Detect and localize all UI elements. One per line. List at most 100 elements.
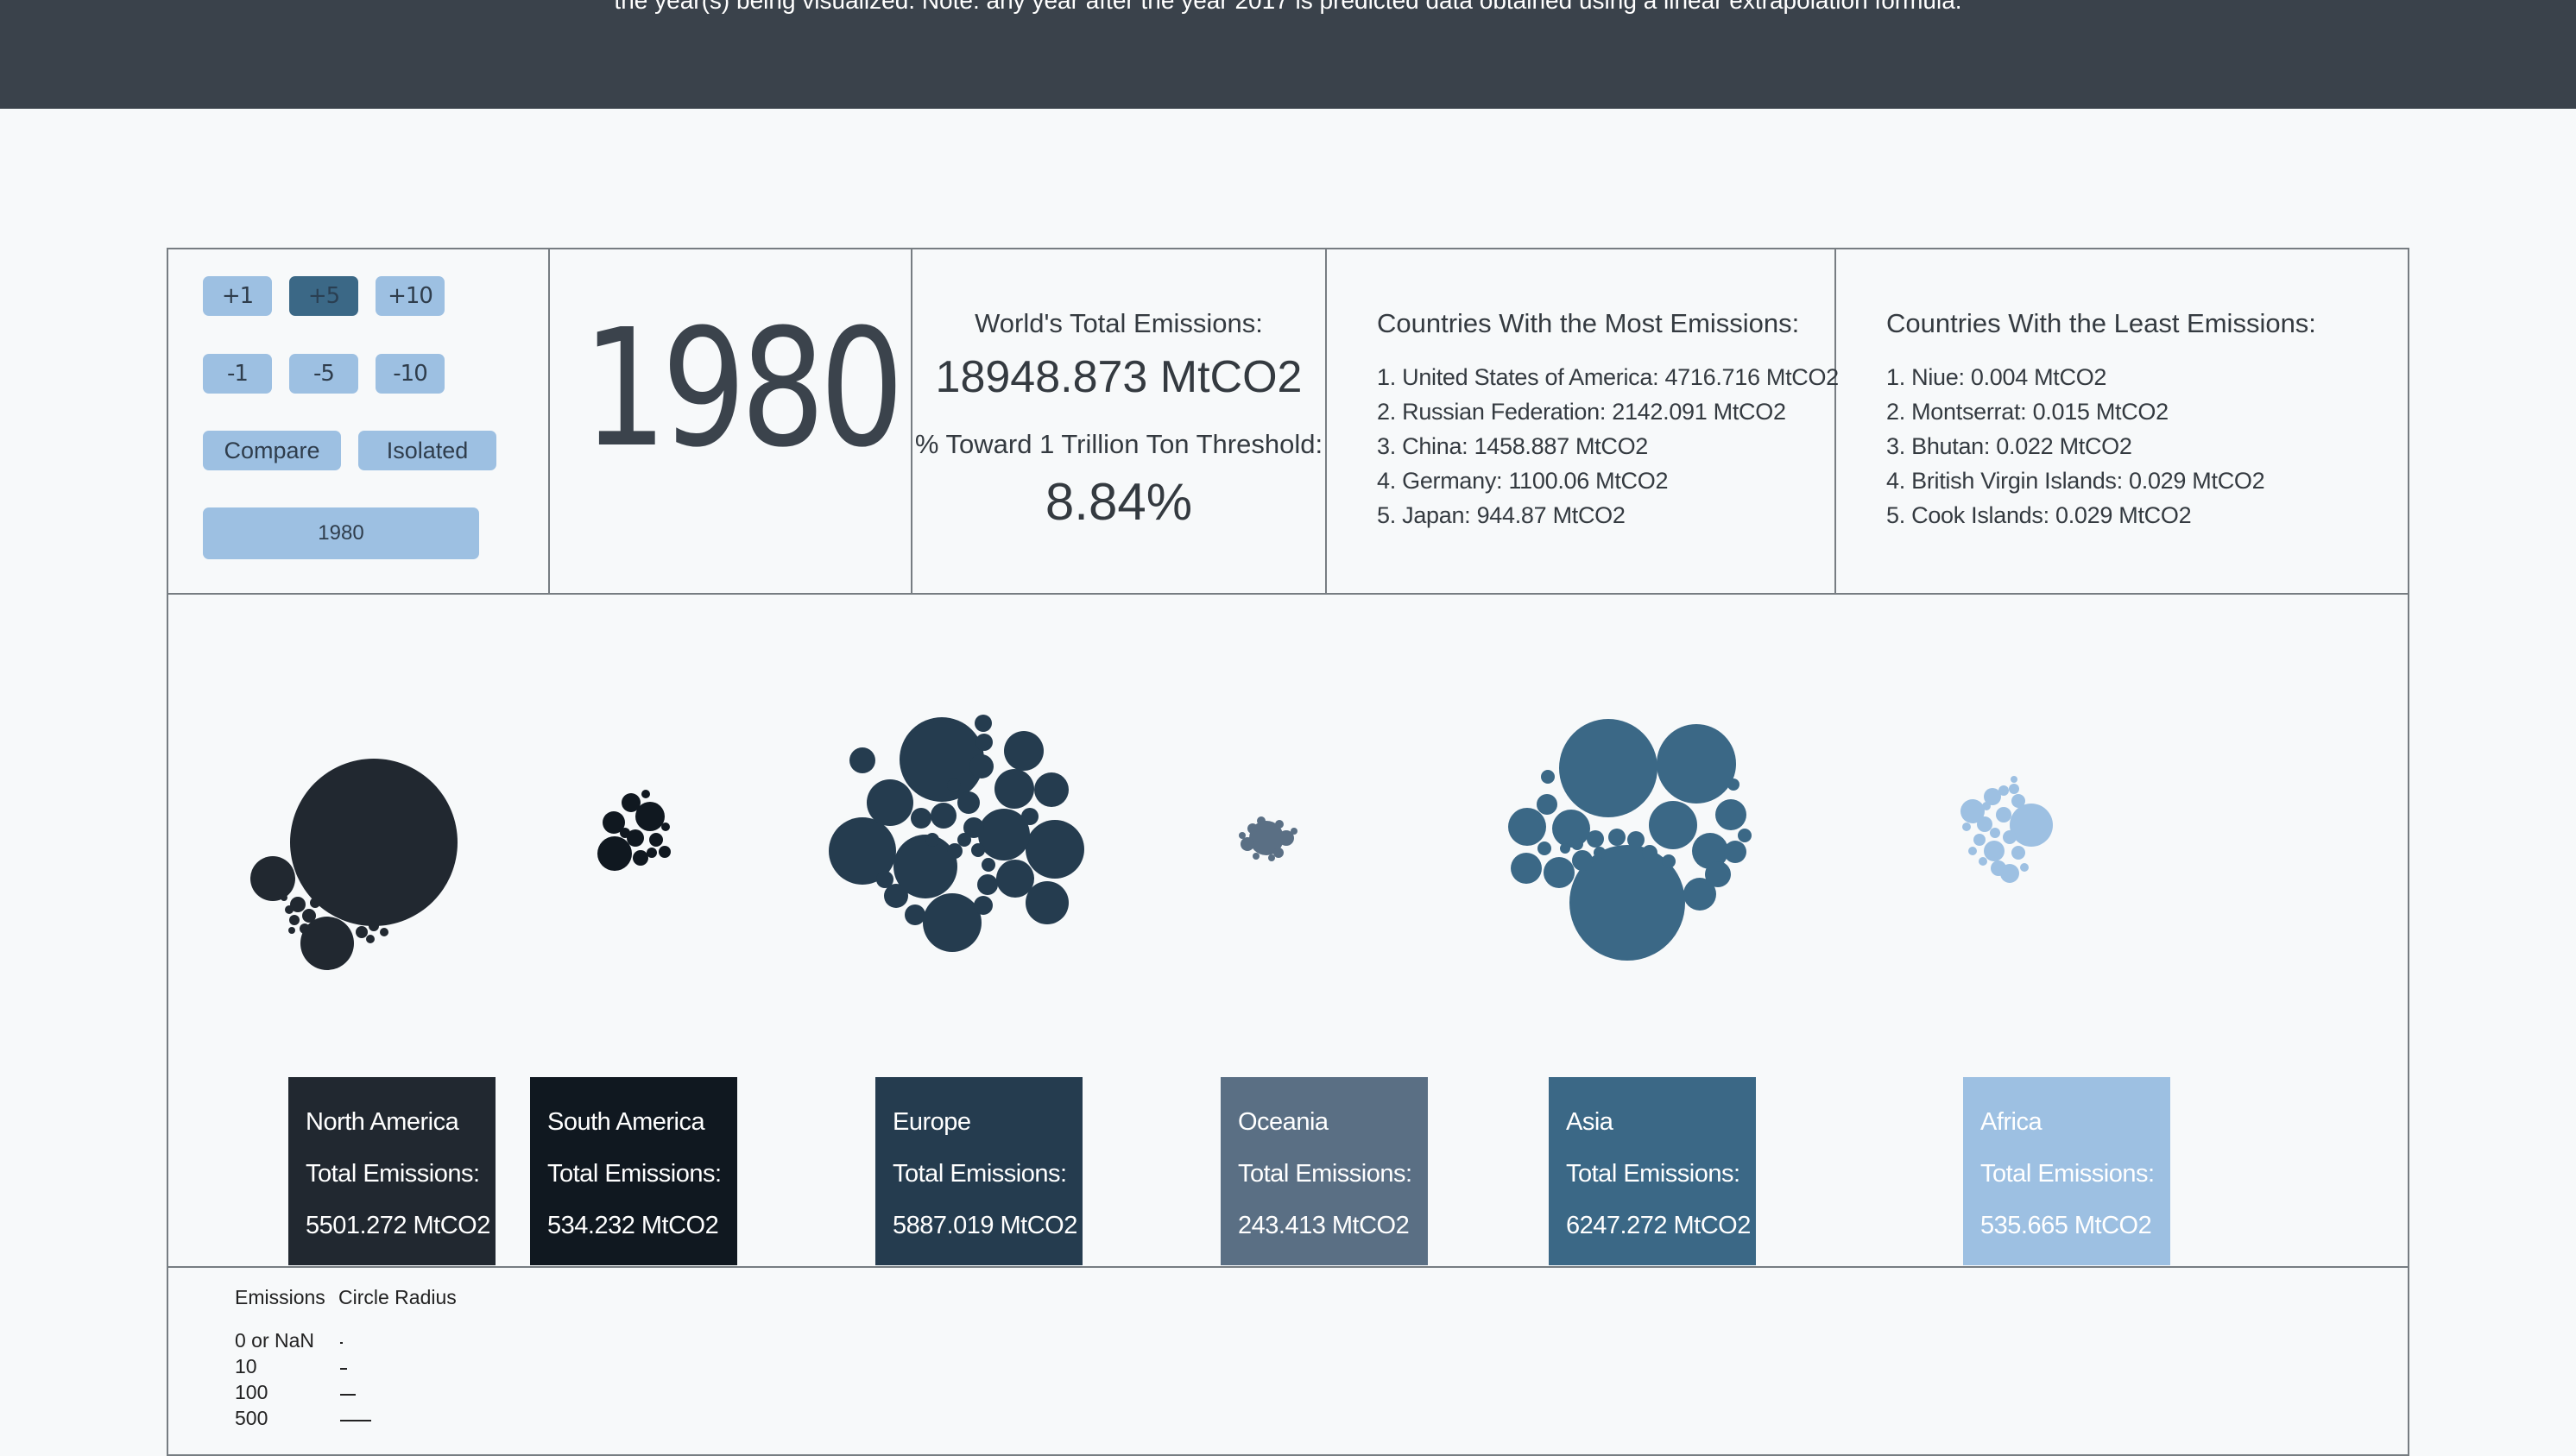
country-bubble[interactable]	[1996, 807, 2011, 823]
country-bubble[interactable]	[1268, 854, 1275, 861]
country-bubble[interactable]	[1662, 854, 1676, 868]
country-bubble[interactable]	[2011, 776, 2017, 783]
country-bubble[interactable]	[1594, 847, 1606, 859]
country-bubble[interactable]	[1642, 845, 1657, 860]
country-bubble[interactable]	[1587, 830, 1604, 848]
country-bubble[interactable]	[1537, 794, 1557, 815]
country-bubble[interactable]	[597, 836, 632, 871]
country-bubble[interactable]	[1692, 833, 1728, 869]
region-card-south-america[interactable]: South America Total Emissions: 534.232 M…	[530, 1077, 737, 1265]
country-bubble[interactable]	[1559, 719, 1657, 817]
country-bubble[interactable]	[867, 779, 913, 826]
region-card-europe[interactable]: Europe Total Emissions: 5887.019 MtCO2	[875, 1077, 1083, 1265]
country-bubble[interactable]	[977, 874, 998, 895]
country-bubble[interactable]	[369, 921, 379, 931]
country-bubble[interactable]	[996, 860, 1034, 898]
region-card-asia[interactable]: Asia Total Emissions: 6247.272 MtCO2	[1549, 1077, 1756, 1265]
country-bubble[interactable]	[1683, 878, 1716, 911]
country-bubble[interactable]	[647, 848, 657, 858]
country-bubble[interactable]	[1275, 820, 1284, 829]
country-bubble[interactable]	[975, 715, 992, 732]
country-bubble[interactable]	[659, 846, 671, 858]
country-bubble[interactable]	[622, 793, 641, 812]
country-bubble[interactable]	[285, 905, 294, 914]
compare-button[interactable]: Compare	[203, 431, 341, 470]
country-bubble[interactable]	[289, 915, 300, 925]
country-bubble[interactable]	[1273, 848, 1284, 858]
country-bubble[interactable]	[957, 833, 971, 847]
country-bubble[interactable]	[1026, 820, 1084, 879]
country-bubble[interactable]	[1727, 778, 1739, 791]
region-card-africa[interactable]: Africa Total Emissions: 535.665 MtCO2	[1963, 1077, 2170, 1265]
country-bubble[interactable]	[627, 829, 644, 847]
country-bubble[interactable]	[2020, 863, 2029, 872]
country-bubble[interactable]	[1968, 847, 1977, 855]
country-bubble[interactable]	[975, 734, 993, 751]
plus-1-button[interactable]: +1	[203, 276, 272, 316]
country-bubble[interactable]	[1982, 802, 1991, 810]
isolated-button[interactable]: Isolated	[358, 431, 496, 470]
country-bubble[interactable]	[1572, 850, 1593, 871]
country-bubble[interactable]	[1544, 857, 1575, 888]
country-bubble[interactable]	[1508, 808, 1546, 846]
country-bubble[interactable]	[250, 856, 295, 901]
minus-10-button[interactable]: -10	[376, 354, 445, 394]
country-bubble[interactable]	[876, 871, 893, 888]
region-card-oceania[interactable]: Oceania Total Emissions: 243.413 MtCO2	[1221, 1077, 1428, 1265]
country-bubble[interactable]	[1257, 816, 1266, 825]
country-bubble[interactable]	[1649, 801, 1697, 849]
country-bubble[interactable]	[1021, 808, 1039, 825]
country-bubble[interactable]	[635, 802, 665, 831]
country-bubble[interactable]	[947, 778, 961, 792]
country-bubble[interactable]	[925, 833, 939, 847]
country-bubble[interactable]	[1537, 841, 1551, 855]
year-input[interactable]: 1980	[203, 507, 479, 559]
country-bubble[interactable]	[829, 817, 896, 885]
plus-5-button[interactable]: +5	[289, 276, 358, 316]
minus-1-button[interactable]: -1	[203, 354, 272, 394]
country-bubble[interactable]	[911, 808, 931, 829]
country-bubble[interactable]	[1569, 845, 1685, 961]
country-bubble[interactable]	[356, 926, 368, 938]
country-bubble[interactable]	[849, 747, 875, 773]
country-bubble[interactable]	[1984, 841, 2005, 861]
country-bubble[interactable]	[2011, 794, 2025, 808]
country-bubble[interactable]	[290, 759, 458, 926]
country-bubble[interactable]	[1991, 860, 2006, 876]
country-bubble[interactable]	[641, 790, 650, 798]
country-bubble[interactable]	[649, 833, 663, 847]
country-bubble[interactable]	[1608, 829, 1626, 846]
country-bubble[interactable]	[1247, 823, 1258, 834]
country-bubble[interactable]	[974, 896, 993, 915]
country-bubble[interactable]	[947, 843, 963, 859]
country-bubble[interactable]	[957, 791, 980, 814]
country-bubble[interactable]	[1960, 799, 1985, 823]
country-bubble[interactable]	[1984, 788, 2001, 805]
minus-5-button[interactable]: -5	[289, 354, 358, 394]
country-bubble[interactable]	[893, 835, 957, 898]
country-bubble[interactable]	[2003, 830, 2017, 844]
country-bubble[interactable]	[1724, 841, 1746, 863]
country-bubble[interactable]	[288, 927, 295, 934]
country-bubble[interactable]	[1990, 828, 2000, 838]
country-bubble[interactable]	[1241, 837, 1254, 851]
country-bubble[interactable]	[1998, 785, 2009, 796]
country-bubble[interactable]	[1627, 831, 1645, 848]
country-bubble[interactable]	[1705, 861, 1731, 887]
country-bubble[interactable]	[1239, 832, 1246, 839]
country-bubble[interactable]	[1979, 857, 1987, 866]
country-bubble[interactable]	[661, 823, 670, 831]
country-bubble[interactable]	[302, 909, 316, 923]
country-bubble[interactable]	[1249, 821, 1284, 855]
country-bubble[interactable]	[1291, 828, 1297, 835]
country-bubble[interactable]	[994, 769, 1034, 809]
country-bubble[interactable]	[2009, 784, 2019, 794]
country-bubble[interactable]	[2011, 846, 2025, 860]
country-bubble[interactable]	[1034, 772, 1069, 807]
country-bubble[interactable]	[1253, 853, 1260, 860]
country-bubble[interactable]	[963, 817, 984, 838]
country-bubble[interactable]	[2010, 804, 2053, 847]
country-bubble[interactable]	[1560, 843, 1570, 854]
country-bubble[interactable]	[931, 803, 957, 829]
country-bubble[interactable]	[1552, 810, 1590, 848]
